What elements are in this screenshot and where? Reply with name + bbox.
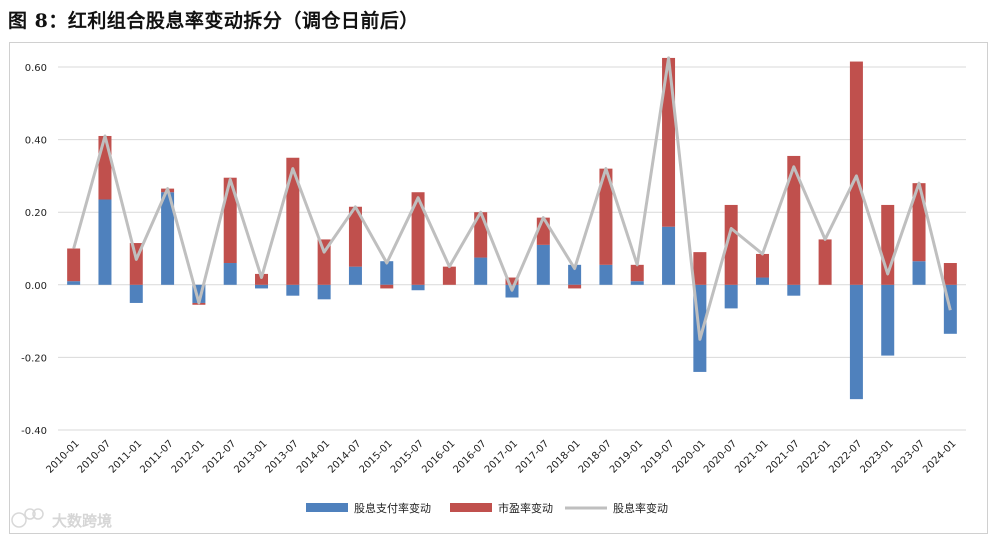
x-tick-label: 2016-01 (420, 438, 457, 475)
x-tick-label: 2013-07 (264, 438, 301, 475)
bar-pe-change (505, 277, 519, 285)
x-tick-label: 2012-01 (170, 438, 207, 475)
bar-dividend-payout-change (348, 266, 362, 285)
page-title: 图 8：红利组合股息率变动拆分（调仓日前后） (8, 10, 419, 32)
x-tick-label: 2012-07 (201, 438, 238, 475)
y-tick-label: 0.60 (25, 63, 47, 74)
x-tick-label: 2011-01 (107, 438, 144, 475)
bar-dividend-payout-change (849, 284, 863, 400)
bar-dividend-payout-change (881, 284, 895, 356)
bar-dividend-payout-change (599, 264, 613, 285)
x-tick-label: 2022-01 (796, 438, 833, 475)
bar-pe-change (286, 157, 300, 285)
x-tick-label: 2011-07 (138, 438, 175, 475)
bar-dividend-payout-change (223, 263, 237, 285)
bar-dividend-payout-change (286, 284, 300, 296)
bar-pe-change (849, 61, 863, 285)
x-tick-label: 2023-07 (890, 438, 927, 475)
legend-label: 市盈率变动 (498, 501, 553, 515)
bar-dividend-payout-change (98, 199, 112, 285)
bar-pe-change (599, 168, 613, 265)
bar-dividend-payout-change (787, 284, 801, 296)
bar-pe-change (442, 266, 456, 285)
legend-dividend-payout: 股息支付率变动 (306, 501, 431, 515)
bar-dividend-payout-change (380, 261, 394, 285)
x-tick-label: 2017-01 (483, 438, 520, 475)
y-tick-label: 0.20 (25, 208, 47, 219)
x-tick-label: 2015-01 (358, 438, 395, 475)
line-dividend-yield-change (72, 56, 952, 341)
x-tick-label: 2019-07 (639, 438, 676, 475)
legend: 股息支付率变动 市盈率变动 股息率变动 (306, 501, 668, 515)
x-tick-label: 2024-01 (921, 438, 958, 475)
bar-pe-change (568, 284, 582, 289)
x-tick-label: 2019-01 (608, 438, 645, 475)
bars (67, 57, 957, 400)
bar-pe-change (818, 239, 832, 285)
bar-pe-change (724, 204, 738, 285)
x-tick-label: 2023-01 (859, 438, 896, 475)
bar-pe-change (411, 192, 425, 285)
bar-dividend-payout-change (724, 284, 738, 309)
y-tick-label: -0.20 (21, 353, 47, 364)
bar-dividend-payout-change (755, 277, 769, 285)
x-tick-label: 2021-01 (733, 438, 770, 475)
bar-dividend-payout-change (568, 264, 582, 285)
bar-pe-change (943, 263, 957, 285)
x-tick-label: 2020-07 (702, 438, 739, 475)
chart-frame (9, 42, 988, 534)
legend-label: 股息支付率变动 (354, 501, 431, 515)
x-tick-label: 2018-07 (577, 438, 614, 475)
x-tick-label: 2016-07 (451, 438, 488, 475)
bar-dividend-payout-change (255, 284, 269, 289)
bar-pe-change (317, 239, 331, 285)
y-tick-label: 0.40 (25, 136, 47, 147)
bar-dividend-payout-change (317, 284, 331, 300)
watermark-text: 大数跨境 (52, 512, 112, 530)
legend-swatch (450, 503, 492, 512)
bar-pe-change (348, 206, 362, 267)
bar-pe-change (630, 264, 644, 282)
bar-dividend-payout-change (662, 226, 676, 285)
bar-dividend-payout-change (630, 281, 644, 285)
x-tick-label: 2010-01 (44, 438, 81, 475)
legend-dividend-yield: 股息率变动 (565, 501, 668, 515)
watermark: 大数跨境 (11, 508, 112, 530)
bar-pe-change (255, 273, 269, 285)
x-tick-label: 2022-07 (827, 438, 864, 475)
bar-dividend-payout-change (411, 284, 425, 291)
bar-pe-change (755, 253, 769, 278)
bar-pe-change (787, 155, 801, 285)
x-tick-label: 2014-01 (295, 438, 332, 475)
x-axis: 2010-012010-072011-012011-072012-012012-… (44, 438, 958, 475)
legend-label: 股息率变动 (613, 501, 668, 515)
bar-pe-change (380, 284, 394, 289)
bar-pe-change (693, 252, 707, 285)
bar-dividend-payout-change (161, 192, 175, 285)
x-tick-label: 2015-07 (389, 438, 426, 475)
y-tick-label: 0.00 (25, 281, 47, 292)
bar-dividend-payout-change (474, 257, 488, 285)
legend-swatch (306, 503, 348, 512)
x-tick-label: 2010-07 (76, 438, 113, 475)
x-tick-label: 2018-01 (545, 438, 582, 475)
bar-dividend-payout-change (536, 244, 550, 285)
bar-dividend-payout-change (129, 284, 143, 303)
bar-pe-change (67, 248, 81, 282)
total-line-series (72, 56, 952, 341)
bar-dividend-payout-change (912, 261, 926, 285)
x-tick-label: 2020-01 (671, 438, 708, 475)
x-tick-label: 2014-07 (326, 438, 363, 475)
x-tick-label: 2021-07 (765, 438, 802, 475)
y-axis: 0.60 0.40 0.20 0.00 -0.20 -0.40 (21, 63, 47, 437)
x-tick-label: 2013-01 (232, 438, 269, 475)
bar-pe-change (223, 177, 237, 264)
bar-pe-change (98, 135, 112, 200)
bar-dividend-payout-change (67, 281, 81, 285)
x-tick-label: 2017-07 (514, 438, 551, 475)
y-tick-label: -0.40 (21, 426, 47, 437)
legend-pe: 市盈率变动 (450, 501, 553, 515)
watermark-logo (11, 508, 44, 528)
